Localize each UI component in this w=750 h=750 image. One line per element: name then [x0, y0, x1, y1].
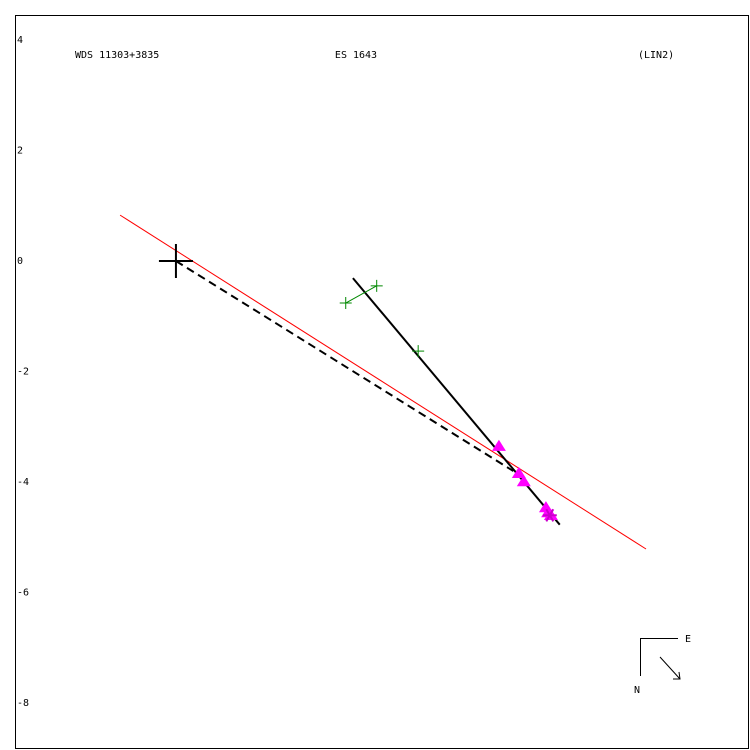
- compass-arrowhead: [673, 671, 681, 680]
- marker-shape: [516, 475, 531, 487]
- y-tick-label: -6: [17, 588, 29, 599]
- header-left: WDS 11303+3835: [75, 50, 159, 61]
- compass-east-label: E: [685, 634, 691, 645]
- compass-north-label: N: [634, 685, 640, 696]
- series-line: [345, 285, 377, 304]
- marker-stroke: [545, 508, 555, 522]
- marker-shape: [511, 466, 526, 479]
- y-tick-label: -8: [17, 698, 29, 709]
- data-point: [542, 508, 557, 522]
- data-point: [511, 466, 526, 479]
- compass: [640, 638, 681, 680]
- y-tick-label: 2: [17, 145, 23, 156]
- data-point: [339, 297, 352, 310]
- header-center: ES 1643: [335, 50, 377, 61]
- data-point: [491, 439, 506, 451]
- data-point: [412, 345, 425, 358]
- data-point: [370, 279, 383, 292]
- y-tick-label: 0: [17, 256, 23, 267]
- y-tick-label: 4: [17, 35, 23, 46]
- data-point: [158, 243, 193, 278]
- marker-shape: [491, 439, 506, 451]
- header-right: (LIN2): [638, 50, 674, 61]
- series-line: [119, 214, 647, 550]
- plot-frame: [15, 15, 749, 749]
- series-line: [175, 260, 514, 472]
- data-point: [516, 475, 531, 487]
- y-tick-label: -4: [17, 477, 29, 488]
- y-tick-label: -2: [17, 367, 29, 378]
- compass-arrow: [659, 656, 681, 680]
